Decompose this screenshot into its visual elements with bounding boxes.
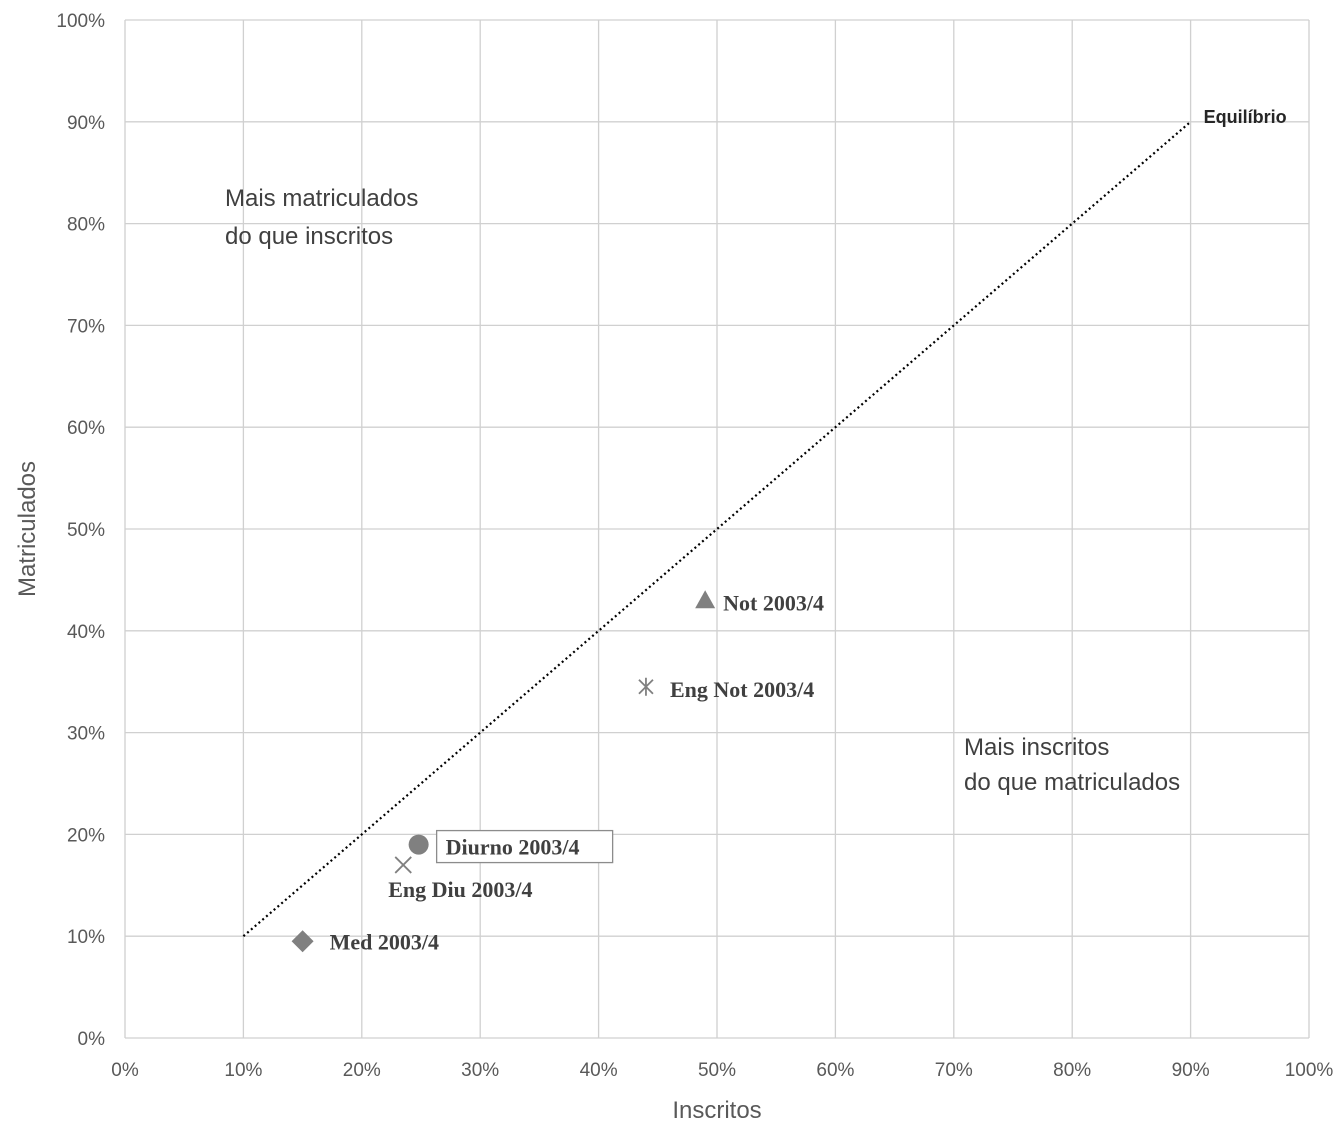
y-tick-label: 80% xyxy=(67,215,105,236)
x-tick-label: 70% xyxy=(935,1060,973,1081)
y-tick-label: 70% xyxy=(67,316,105,337)
data-point-marker xyxy=(394,856,412,874)
grid xyxy=(124,19,1310,1039)
equilibrium-line xyxy=(242,120,1192,938)
y-tick-label: 10% xyxy=(67,927,105,948)
x-tick-label: 100% xyxy=(1285,1060,1334,1081)
region-upper-left-line-2: do que inscritos xyxy=(225,223,393,250)
x-axis-title: Inscritos xyxy=(672,1097,761,1124)
region-lower-right-line-1: Mais inscritos xyxy=(964,734,1109,761)
data-point-label: Eng Diu 2003/4 xyxy=(388,877,532,902)
x-tick-label: 10% xyxy=(224,1060,262,1081)
region-upper-left-line-1: Mais matriculados xyxy=(225,185,418,212)
x-tick-label: 0% xyxy=(111,1060,139,1081)
x-tick-label: 40% xyxy=(580,1060,618,1081)
equilibrium-label: Equilíbrio xyxy=(1204,107,1287,127)
data-point-label: Med 2003/4 xyxy=(330,929,439,954)
y-tick-label: 20% xyxy=(67,825,105,846)
x-tick-label: 50% xyxy=(698,1060,736,1081)
x-tick-label: 60% xyxy=(816,1060,854,1081)
y-tick-label: 60% xyxy=(67,418,105,439)
x-tick-label: 20% xyxy=(343,1060,381,1081)
y-tick-label: 30% xyxy=(67,724,105,745)
data-label-box xyxy=(435,829,614,864)
y-tick-label: 0% xyxy=(78,1029,106,1050)
y-tick-label: 90% xyxy=(67,113,105,134)
data-points: Not 2003/4 Eng Not 2003/4 Diurno 2003/4 Eng… xyxy=(291,590,824,954)
x-tick-label: 80% xyxy=(1053,1060,1091,1081)
x-tick-label: 90% xyxy=(1172,1060,1210,1081)
data-point-marker xyxy=(638,677,654,696)
region-lower-right-line-2: do que matriculados xyxy=(964,769,1180,796)
region-label-upper-left: Mais matriculados do que inscritos xyxy=(225,185,418,250)
data-point-label: Not 2003/4 xyxy=(723,590,824,615)
data-point-marker xyxy=(695,590,716,609)
data-point-marker xyxy=(291,930,314,953)
y-tick-label: 50% xyxy=(67,520,105,541)
y-tick-label: 40% xyxy=(67,622,105,643)
y-tick-label: 100% xyxy=(56,11,105,32)
data-point-label: Diurno 2003/4 xyxy=(446,835,580,860)
data-point-marker xyxy=(408,834,429,855)
x-tick-label: 30% xyxy=(461,1060,499,1081)
y-axis-title: Matriculados xyxy=(14,461,41,597)
tick-labels: 0% 10% 20% 30% 40% 50% 60% 70% 80% 90% 100% 0% 10% 20… xyxy=(56,11,1333,1081)
region-label-lower-right: Mais inscritos do que matriculados xyxy=(964,734,1180,796)
data-point-label: Eng Not 2003/4 xyxy=(670,677,814,702)
